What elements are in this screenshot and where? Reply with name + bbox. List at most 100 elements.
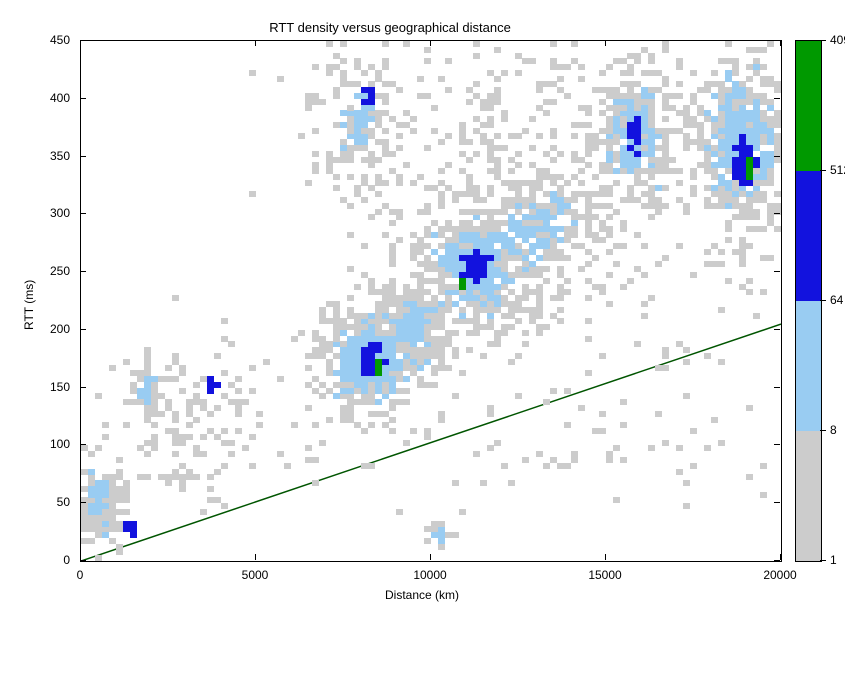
density-cell: [508, 272, 515, 278]
density-cell: [466, 272, 473, 278]
density-cell: [438, 278, 445, 284]
density-cell: [144, 474, 151, 480]
density-cell: [697, 139, 704, 145]
density-cell: [235, 376, 242, 382]
density-cell: [480, 99, 487, 105]
density-cell: [410, 272, 417, 278]
density-cell: [137, 399, 144, 405]
density-cell: [564, 463, 571, 469]
density-cell: [592, 133, 599, 139]
density-cell: [347, 105, 354, 111]
density-cell: [529, 191, 536, 197]
density-cell: [417, 301, 424, 307]
density-cell: [396, 301, 403, 307]
density-cell: [606, 232, 613, 238]
density-cell: [746, 93, 753, 99]
density-cell: [144, 399, 151, 405]
density-cell: [347, 324, 354, 330]
density-cell: [508, 301, 515, 307]
density-cell: [438, 359, 445, 365]
density-cell: [445, 365, 452, 371]
density-cell: [347, 307, 354, 313]
density-cell: [641, 180, 648, 186]
density-cell: [711, 116, 718, 122]
density-cell: [473, 307, 480, 313]
colorbar-tick-label: 1: [830, 553, 837, 567]
density-cell: [585, 226, 592, 232]
density-cell: [102, 509, 109, 515]
density-cell: [452, 197, 459, 203]
density-cell: [739, 209, 746, 215]
density-cell: [81, 469, 88, 475]
density-cell: [466, 301, 473, 307]
density-cell: [564, 278, 571, 284]
density-cell: [634, 174, 641, 180]
density-cell: [361, 116, 368, 122]
density-cell: [396, 295, 403, 301]
density-cell: [571, 151, 578, 157]
density-cell: [410, 243, 417, 249]
density-cell: [361, 359, 368, 365]
density-cell: [361, 174, 368, 180]
density-cell: [571, 133, 578, 139]
density-cell: [515, 197, 522, 203]
density-cell: [739, 261, 746, 267]
density-cell: [396, 237, 403, 243]
density-cell: [459, 191, 466, 197]
density-cell: [725, 93, 732, 99]
density-cell: [739, 116, 746, 122]
density-cell: [354, 376, 361, 382]
density-cell: [725, 105, 732, 111]
density-cell: [340, 76, 347, 82]
density-cell: [368, 116, 375, 122]
density-cell: [368, 359, 375, 365]
density-cell: [396, 336, 403, 342]
density-cell: [396, 87, 403, 93]
density-cell: [452, 255, 459, 261]
density-cell: [396, 307, 403, 313]
density-cell: [746, 226, 753, 232]
density-cell: [165, 405, 172, 411]
density-cell: [403, 336, 410, 342]
density-cell: [144, 347, 151, 353]
density-cell: [319, 99, 326, 105]
density-cell: [137, 445, 144, 451]
density-cell: [424, 58, 431, 64]
density-cell: [501, 145, 508, 151]
density-cell: [725, 278, 732, 284]
density-cell: [144, 411, 151, 417]
density-cell: [767, 99, 774, 105]
density-cell: [214, 469, 221, 475]
density-cell: [375, 347, 382, 353]
density-cell: [431, 532, 438, 538]
density-cell: [333, 122, 340, 128]
density-cell: [403, 313, 410, 319]
density-cell: [543, 81, 550, 87]
density-cell: [403, 41, 410, 47]
density-cell: [312, 128, 319, 134]
density-cell: [403, 324, 410, 330]
density-cell: [298, 330, 305, 336]
density-cell: [494, 76, 501, 82]
density-cell: [522, 220, 529, 226]
density-cell: [445, 226, 452, 232]
density-cell: [585, 336, 592, 342]
density-cell: [361, 324, 368, 330]
density-cell: [739, 168, 746, 174]
density-cell: [501, 261, 508, 267]
density-cell: [172, 469, 179, 475]
density-cell: [375, 209, 382, 215]
density-cell: [627, 105, 634, 111]
density-cell: [333, 174, 340, 180]
density-cell: [109, 492, 116, 498]
density-cell: [480, 209, 487, 215]
density-cell: [333, 370, 340, 376]
density-cell: [620, 116, 627, 122]
density-cell: [704, 145, 711, 151]
density-cell: [620, 168, 627, 174]
density-cell: [662, 105, 669, 111]
density-cell: [473, 284, 480, 290]
density-cell: [116, 509, 123, 515]
density-cell: [445, 162, 452, 168]
density-cell: [529, 313, 536, 319]
